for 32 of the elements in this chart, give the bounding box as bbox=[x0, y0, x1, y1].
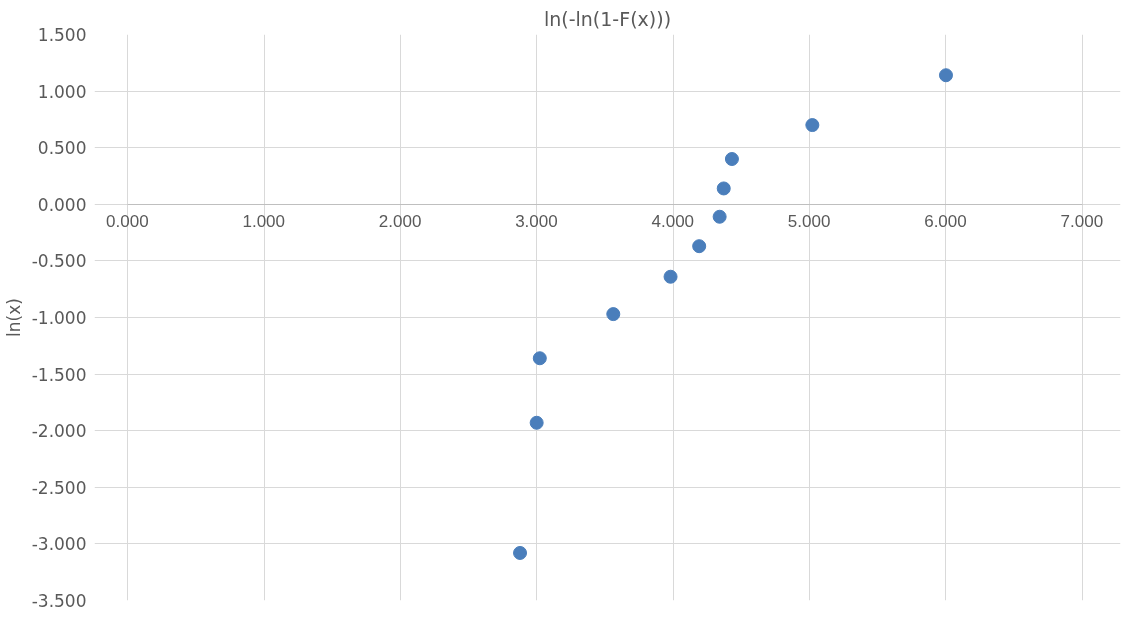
x-tick-label: 6.000 bbox=[924, 211, 967, 232]
x-tick-label: 0.000 bbox=[106, 211, 149, 232]
y-tick-label: -3.000 bbox=[31, 534, 87, 555]
y-tick-label: -2.000 bbox=[31, 421, 87, 442]
point bbox=[606, 307, 621, 322]
point bbox=[712, 209, 727, 224]
point bbox=[692, 239, 707, 254]
y-tick-label: -2.500 bbox=[31, 477, 87, 498]
point bbox=[724, 152, 739, 167]
y-tick-label: -0.500 bbox=[31, 251, 87, 272]
point bbox=[938, 68, 953, 83]
chart-title: ln(-ln(1-F(x))) bbox=[543, 7, 672, 30]
y-tick-label: -3.500 bbox=[31, 591, 87, 611]
y-tick-label: 0.000 bbox=[37, 194, 87, 215]
point bbox=[513, 545, 528, 560]
x-tick-label: 3.000 bbox=[515, 211, 558, 232]
y-tick-label: 0.500 bbox=[37, 138, 87, 159]
point bbox=[663, 269, 678, 284]
x-tick-label: 1.000 bbox=[242, 211, 286, 232]
x-tick-label: 4.000 bbox=[651, 211, 695, 232]
point bbox=[805, 118, 820, 133]
y-axis-title: ln(x) bbox=[3, 298, 24, 337]
x-tick-label: 7.000 bbox=[1060, 211, 1104, 232]
y-tick-label: -1.500 bbox=[31, 364, 87, 385]
point bbox=[716, 181, 731, 196]
y-tick-label: -1.000 bbox=[31, 308, 87, 328]
y-tick-label: 1.500 bbox=[37, 25, 87, 45]
point bbox=[529, 415, 544, 430]
x-tick-label: 2.000 bbox=[378, 211, 422, 232]
y-tick-label: 1.000 bbox=[37, 81, 87, 102]
x-tick-label: 5.000 bbox=[787, 211, 831, 232]
point bbox=[532, 351, 547, 366]
